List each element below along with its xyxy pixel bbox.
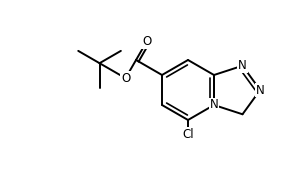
Text: O: O xyxy=(121,72,130,85)
Text: Cl: Cl xyxy=(182,127,194,140)
Text: N: N xyxy=(256,83,265,96)
Text: N: N xyxy=(238,59,247,72)
Text: O: O xyxy=(142,35,151,48)
Text: N: N xyxy=(210,98,218,111)
